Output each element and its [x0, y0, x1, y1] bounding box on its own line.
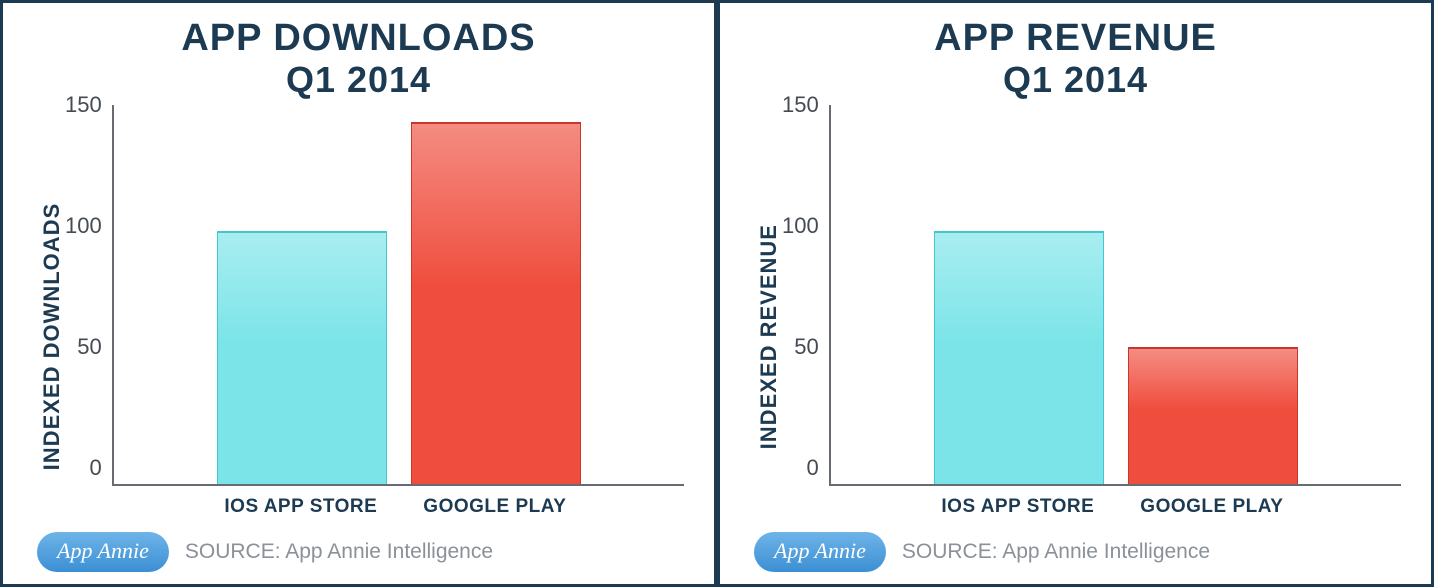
source-text: SOURCE: App Annie Intelligence [902, 540, 1210, 564]
title-line-2: Q1 2014 [33, 61, 684, 99]
title-line-1: APP REVENUE [750, 19, 1401, 59]
app-annie-badge: App Annie [37, 532, 169, 572]
y-axis-label: INDEXED DOWNLOADS [33, 105, 65, 518]
y-axis-label: INDEXED REVENUE [750, 105, 782, 518]
chart-area: INDEXED REVENUE 150 100 50 0 IOS APP STO… [750, 105, 1401, 518]
x-label: GOOGLE PLAY [1127, 496, 1297, 518]
footer: App Annie SOURCE: App Annie Intelligence [750, 518, 1401, 572]
bar-google [411, 122, 581, 484]
x-axis-labels: IOS APP STORE GOOGLE PLAY [829, 486, 1401, 518]
bar-google [1128, 347, 1298, 484]
x-label: GOOGLE PLAY [410, 496, 580, 518]
plot-wrap: IOS APP STORE GOOGLE PLAY [112, 105, 684, 518]
y-axis-ticks: 150 100 50 0 [65, 105, 112, 518]
plot-region [829, 105, 1401, 486]
x-label: IOS APP STORE [933, 496, 1103, 518]
plot-region [112, 105, 684, 486]
chart-title: APP DOWNLOADS Q1 2014 [33, 19, 684, 99]
title-line-1: APP DOWNLOADS [33, 19, 684, 59]
source-text: SOURCE: App Annie Intelligence [185, 540, 493, 564]
x-label: IOS APP STORE [216, 496, 386, 518]
footer: App Annie SOURCE: App Annie Intelligence [33, 518, 684, 572]
chart-title: APP REVENUE Q1 2014 [750, 19, 1401, 99]
panel-revenue: APP REVENUE Q1 2014 INDEXED REVENUE 150 … [717, 0, 1434, 587]
chart-area: INDEXED DOWNLOADS 150 100 50 0 IOS APP S… [33, 105, 684, 518]
app-annie-badge: App Annie [754, 532, 886, 572]
x-axis-labels: IOS APP STORE GOOGLE PLAY [112, 486, 684, 518]
title-line-2: Q1 2014 [750, 61, 1401, 99]
bar-ios [217, 231, 387, 484]
y-axis-ticks: 150 100 50 0 [782, 105, 829, 518]
panel-downloads: APP DOWNLOADS Q1 2014 INDEXED DOWNLOADS … [0, 0, 717, 587]
plot-wrap: IOS APP STORE GOOGLE PLAY [829, 105, 1401, 518]
bar-ios [934, 231, 1104, 484]
